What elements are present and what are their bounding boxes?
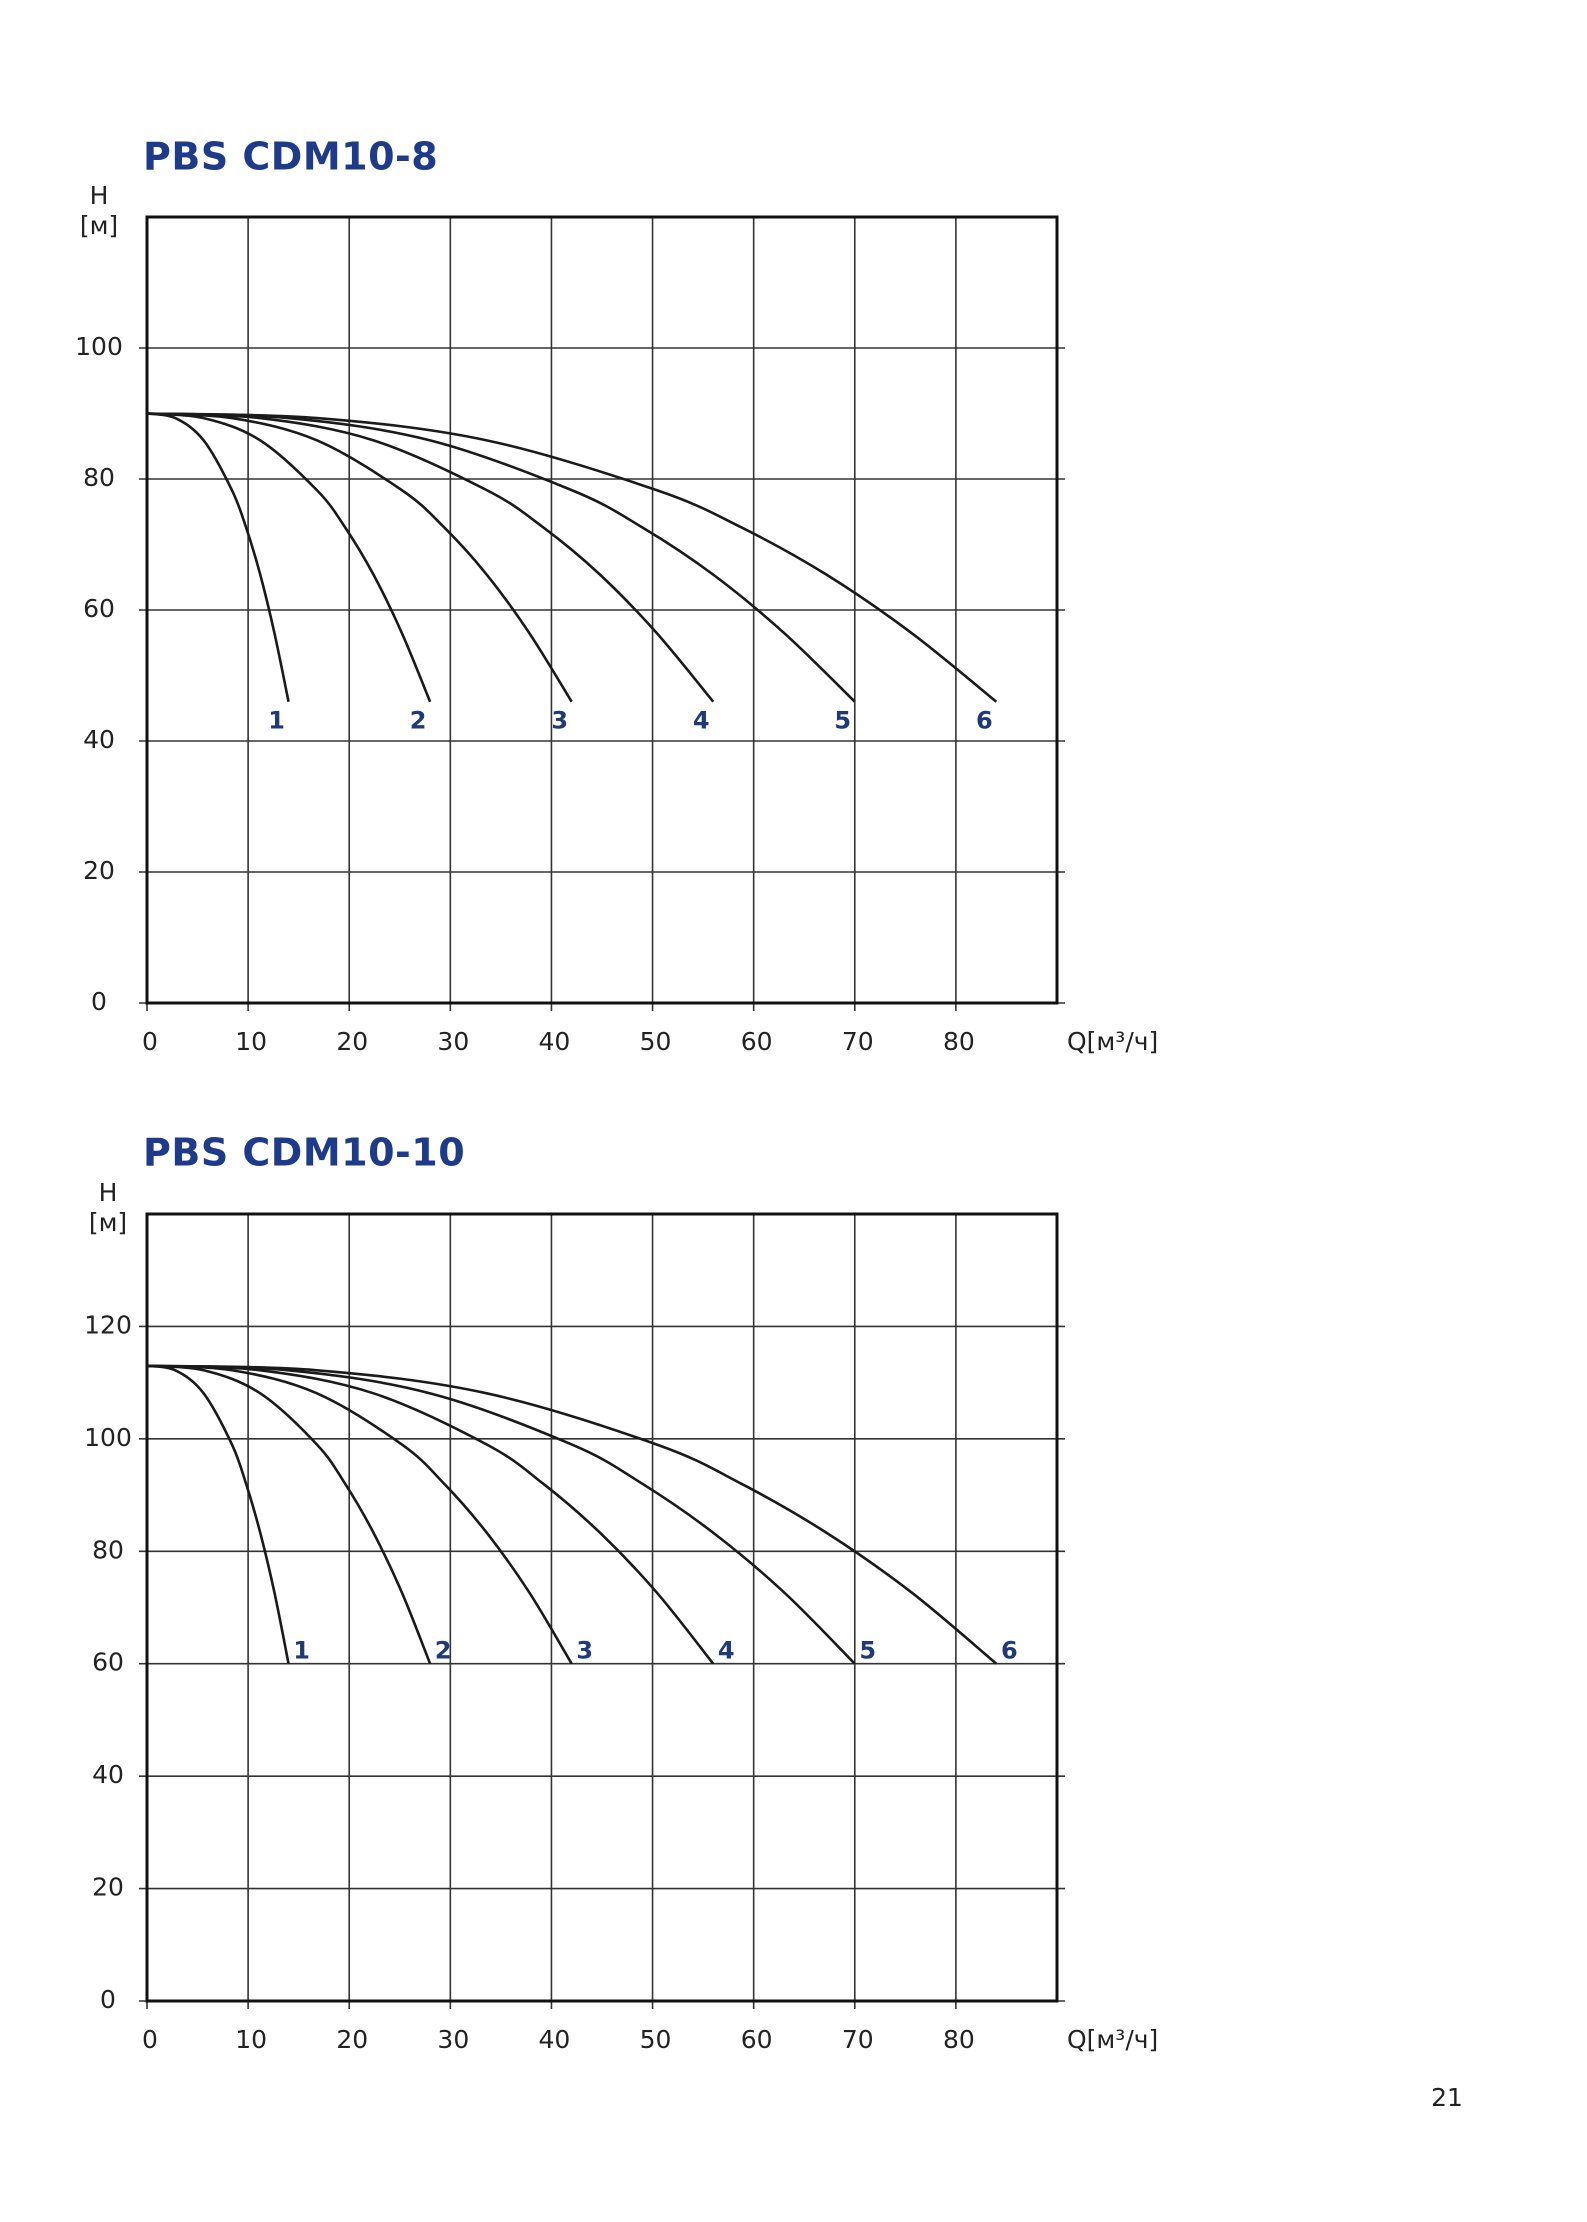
x-tick-label: 50 [640,2025,672,2054]
x-tick-label: 20 [336,2025,368,2054]
pump-curve [146,1364,998,1665]
curve-label: 3 [576,1637,593,1665]
curve-label: 1 [293,1637,310,1665]
page-number: 21 [1431,2083,1463,2112]
plot-frame [145,215,1059,1005]
curve-label: 6 [976,707,993,735]
x-tick-label: 30 [437,1027,469,1056]
x-tick-label: 80 [943,1027,975,1056]
curve-label: 4 [718,1637,735,1665]
pump-curve [146,1364,432,1665]
pump-curve [146,412,432,703]
pump-curve [146,1364,715,1665]
chart-title: PBS CDM10-8 [143,135,438,179]
y-tick-label: 0 [91,987,107,1016]
y-axis-label: H [99,1178,118,1207]
y-tick-label: 20 [92,1873,124,1902]
curve-label: 1 [268,707,285,735]
curve-label: 4 [693,707,710,735]
curve-label: 2 [410,707,427,735]
pump-curve [146,1364,290,1664]
plot-frame [145,1212,1059,2003]
y-tick-label: 0 [100,1985,116,2014]
x-tick-label: 70 [842,1027,874,1056]
y-tick-label: 40 [83,725,115,754]
x-tick-label: 60 [741,2025,773,2054]
pump-curve [146,1364,573,1665]
x-tick-label: 80 [943,2025,975,2054]
curve-label: 2 [435,1637,452,1665]
x-tick-label: 0 [142,2025,158,2054]
pump-curve [146,412,290,702]
pump-curve [146,412,856,703]
x-tick-label: 20 [336,1027,368,1056]
y-tick-label: 100 [84,1423,132,1452]
curve-label: 5 [834,707,851,735]
x-tick-label: 10 [235,2025,267,2054]
y-tick-label: 100 [75,332,123,361]
y-axis-label: [м] [80,211,118,240]
x-tick-label: 50 [640,1027,672,1056]
chart-title: PBS CDM10-10 [143,1131,465,1175]
x-tick-label: 0 [142,1027,158,1056]
y-tick-label: 80 [83,463,115,492]
pump-curve [146,412,573,703]
x-tick-label: 40 [539,1027,571,1056]
x-tick-label: 60 [741,1027,773,1056]
y-tick-label: 60 [92,1648,124,1677]
y-tick-label: 60 [83,594,115,623]
pump-curve [146,1364,856,1665]
curve-label: 3 [551,707,568,735]
x-tick-label: 10 [235,1027,267,1056]
x-tick-label: 30 [437,2025,469,2054]
x-tick-label: 70 [842,2025,874,2054]
x-axis-label: Q[м³/ч] [1067,1027,1158,1056]
x-tick-label: 40 [539,2025,571,2054]
y-axis-label: H [90,181,109,210]
y-tick-label: 40 [92,1760,124,1789]
y-tick-label: 120 [84,1310,132,1339]
pump-curve [146,412,998,703]
x-axis-label: Q[м³/ч] [1067,2025,1158,2054]
y-tick-label: 20 [83,856,115,885]
curve-label: 5 [859,1637,876,1665]
y-tick-label: 80 [92,1535,124,1564]
pump-curve [146,412,715,703]
y-axis-label: [м] [89,1208,127,1237]
curve-label: 6 [1001,1637,1018,1665]
